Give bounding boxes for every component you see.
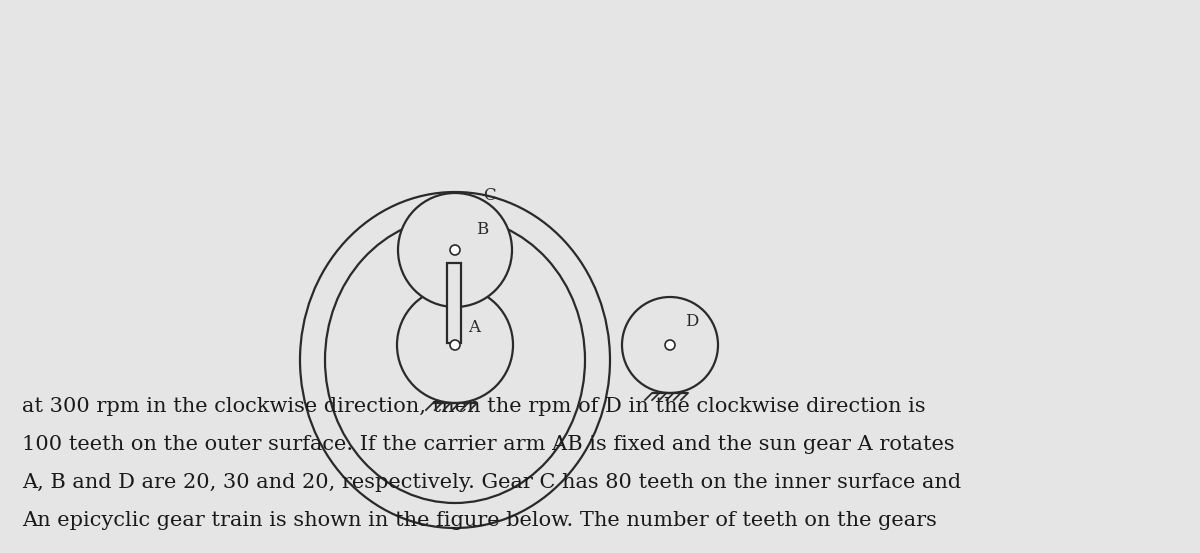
Text: at 300 rpm in the clockwise direction, then the rpm of D in the clockwise direct: at 300 rpm in the clockwise direction, t…	[22, 397, 925, 416]
Text: A, B and D are 20, 30 and 20, respectively. Gear C has 80 teeth on the inner sur: A, B and D are 20, 30 and 20, respective…	[22, 473, 961, 492]
Circle shape	[450, 340, 460, 350]
Text: D: D	[685, 314, 698, 331]
Circle shape	[622, 297, 718, 393]
Text: B: B	[476, 222, 488, 238]
Circle shape	[398, 193, 512, 307]
Text: 100 teeth on the outer surface. If the carrier arm AB is fixed and the sun gear : 100 teeth on the outer surface. If the c…	[22, 435, 955, 454]
Circle shape	[665, 340, 674, 350]
Text: A: A	[468, 320, 480, 336]
Circle shape	[397, 287, 514, 403]
Text: An epicyclic gear train is shown in the figure below. The number of teeth on the: An epicyclic gear train is shown in the …	[22, 511, 937, 530]
Circle shape	[450, 245, 460, 255]
Bar	[446, 263, 461, 343]
Text: C: C	[482, 186, 496, 204]
